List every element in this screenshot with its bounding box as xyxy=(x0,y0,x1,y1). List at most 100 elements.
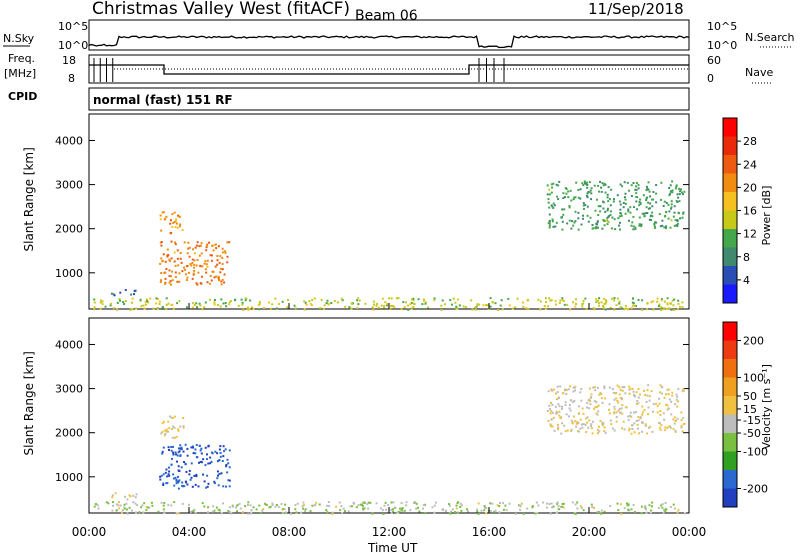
echo-cell xyxy=(600,397,603,400)
echo-cell xyxy=(417,506,419,509)
echo-cell xyxy=(159,281,162,283)
echo-cell xyxy=(556,385,559,388)
echo-cell xyxy=(476,303,479,306)
echo-cell xyxy=(173,436,176,439)
echo-cell xyxy=(340,297,343,300)
echo-cell xyxy=(641,430,643,433)
echo-cell xyxy=(136,504,139,507)
echo-cell xyxy=(216,452,219,455)
echo-cell xyxy=(669,193,671,196)
echo-cell xyxy=(603,297,605,300)
echo-cell xyxy=(188,503,190,506)
freq-tick-low: 8 xyxy=(68,72,75,85)
echo-cell xyxy=(244,299,247,302)
echo-cell xyxy=(178,469,181,472)
echo-cell xyxy=(588,398,591,401)
echo-cell xyxy=(555,221,558,224)
echo-cell xyxy=(178,216,181,218)
echo-cell xyxy=(601,424,604,427)
echo-cell xyxy=(590,425,592,428)
echo-cell xyxy=(422,504,425,507)
echo-cell xyxy=(635,305,637,307)
echo-cell xyxy=(570,429,573,432)
echo-cell xyxy=(681,430,684,433)
echo-cell xyxy=(621,404,624,407)
echo-cell xyxy=(171,270,174,273)
echo-cell xyxy=(663,509,666,512)
echo-cell xyxy=(398,510,401,513)
echo-cell xyxy=(198,461,200,464)
echo-cell xyxy=(221,279,224,281)
echo-cell xyxy=(302,504,305,507)
echo-cell xyxy=(451,508,454,511)
echo-cell xyxy=(196,241,199,244)
echo-cell xyxy=(361,501,364,504)
echo-cell xyxy=(627,509,630,512)
echo-cell xyxy=(145,508,148,511)
echo-cell xyxy=(547,419,550,422)
echo-cell xyxy=(166,482,169,485)
echo-cell xyxy=(126,512,129,515)
echo-cell xyxy=(618,215,621,218)
echo-cell xyxy=(189,511,192,514)
echo-cell xyxy=(648,504,651,507)
echo-cell xyxy=(633,394,636,397)
colorbar-tick-label: 24 xyxy=(743,158,757,171)
echo-cell xyxy=(560,432,563,435)
echo-cell xyxy=(358,299,361,302)
echo-cell xyxy=(185,470,188,473)
echo-cell xyxy=(167,504,170,506)
echo-cell xyxy=(191,306,194,309)
echo-cell xyxy=(236,504,239,507)
echo-cell xyxy=(661,506,664,509)
echo-cell xyxy=(229,300,232,302)
echo-cell xyxy=(111,494,114,497)
echo-cell xyxy=(172,445,174,448)
echo-cell xyxy=(112,501,114,504)
echo-cell xyxy=(498,505,501,508)
echo-cell xyxy=(601,422,604,425)
echo-cell xyxy=(607,207,609,210)
echo-cell xyxy=(172,307,175,310)
echo-cell xyxy=(387,504,390,506)
echo-cell xyxy=(609,204,612,207)
echo-cell xyxy=(160,432,163,435)
echo-cell xyxy=(424,503,426,506)
noise-sky-trace xyxy=(88,35,690,49)
echo-cell xyxy=(627,418,630,421)
echo-cell xyxy=(93,505,96,508)
x-tick-label: 08:00 xyxy=(272,525,307,539)
echo-cell xyxy=(131,301,133,304)
echo-cell xyxy=(167,475,170,477)
echo-cell xyxy=(177,475,179,478)
echo-cell xyxy=(668,307,671,310)
echo-cell xyxy=(140,506,143,509)
echo-cell xyxy=(217,484,220,487)
echo-cell xyxy=(194,252,196,255)
echo-cell xyxy=(601,227,604,230)
echo-cell xyxy=(277,505,280,508)
echo-cell xyxy=(202,458,205,461)
echo-cell xyxy=(570,428,573,431)
echo-cell xyxy=(182,426,185,429)
echo-cell xyxy=(162,446,165,449)
echo-cell xyxy=(424,301,427,304)
echo-cell xyxy=(619,305,622,308)
echo-cell xyxy=(568,404,571,406)
echo-cell xyxy=(218,472,221,475)
echo-cell xyxy=(651,205,654,208)
echo-cell xyxy=(629,411,632,414)
echo-cell xyxy=(172,222,175,224)
echo-cell xyxy=(226,255,229,258)
colorbar-tick-label: 50 xyxy=(743,390,757,403)
echo-cell xyxy=(577,228,580,231)
echo-cell xyxy=(588,400,591,402)
echo-cell xyxy=(605,301,608,304)
echo-cell xyxy=(206,259,209,262)
echo-cell xyxy=(598,393,601,396)
echo-cell xyxy=(100,299,103,302)
echo-cell xyxy=(614,392,617,395)
echo-cell xyxy=(637,396,640,399)
echo-cell xyxy=(213,482,216,485)
echo-cell xyxy=(138,511,141,514)
